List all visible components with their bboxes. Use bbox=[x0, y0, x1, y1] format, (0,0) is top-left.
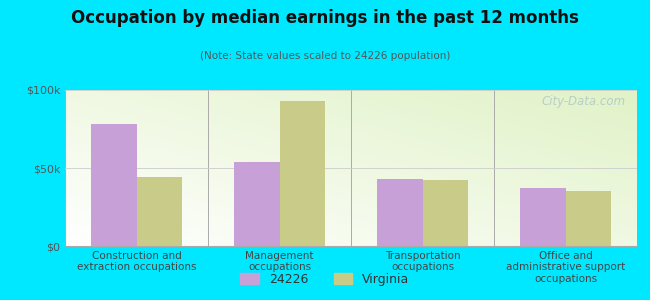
Bar bbox=[91, 124, 136, 246]
Bar bbox=[566, 191, 611, 246]
Legend: 24226, Virginia: 24226, Virginia bbox=[235, 268, 415, 291]
Text: (Note: State values scaled to 24226 population): (Note: State values scaled to 24226 popu… bbox=[200, 51, 450, 61]
Text: City-Data.com: City-Data.com bbox=[541, 95, 625, 108]
Bar bbox=[136, 177, 182, 246]
Bar bbox=[280, 101, 325, 246]
Text: Occupation by median earnings in the past 12 months: Occupation by median earnings in the pas… bbox=[71, 9, 579, 27]
Bar bbox=[234, 162, 280, 246]
Bar bbox=[422, 181, 468, 246]
Bar bbox=[377, 179, 423, 246]
Bar bbox=[520, 188, 566, 246]
